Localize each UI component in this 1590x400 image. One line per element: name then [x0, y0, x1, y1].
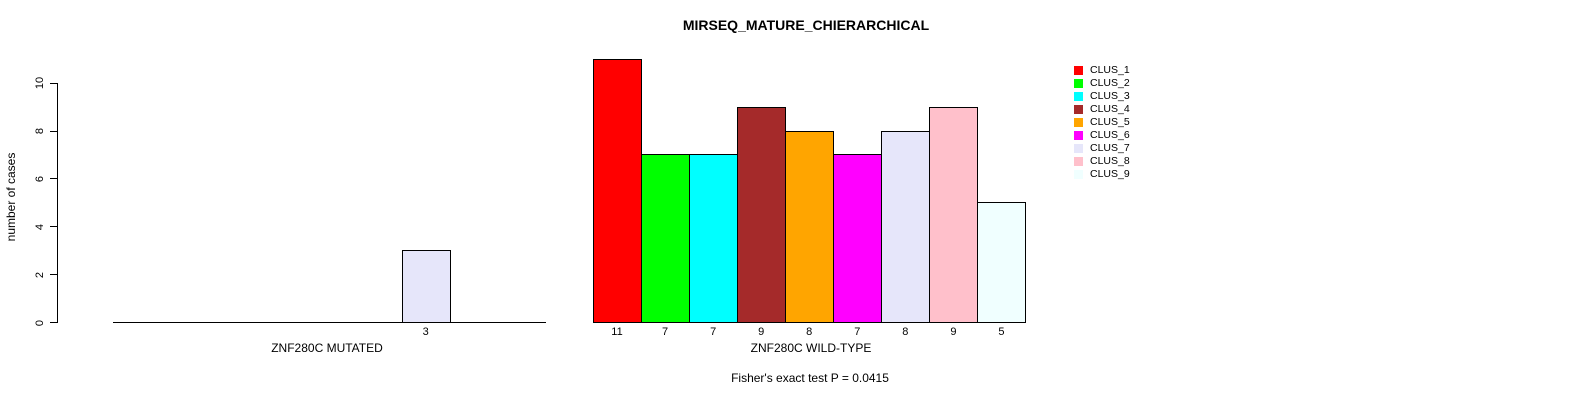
legend-entry-CLUS_6: CLUS_6 — [1074, 129, 1130, 142]
bar-CLUS_1-wildtype — [593, 58, 643, 323]
y-tick-label-6: 6 — [34, 175, 46, 182]
legend-entry-CLUS_3: CLUS_3 — [1074, 90, 1130, 103]
legend-entry-CLUS_7: CLUS_7 — [1074, 142, 1130, 155]
legend-entry-CLUS_9: CLUS_9 — [1074, 168, 1130, 181]
bar-CLUS_3-wildtype — [689, 154, 739, 323]
chart-title: MIRSEQ_MATURE_CHIERARCHICAL — [682, 17, 930, 33]
bar-value-label-CLUS_2-wildtype: 7 — [662, 326, 669, 338]
bar-value-label-CLUS_3-wildtype: 7 — [710, 326, 717, 338]
bar-CLUS_4-wildtype — [737, 106, 787, 323]
bar-CLUS_7-mutated — [401, 250, 451, 323]
y-tick-mark-2 — [50, 274, 57, 276]
x-axis-label-wildtype: ZNF280C WILD-TYPE — [750, 341, 872, 355]
legend-label-CLUS_6: CLUS_6 — [1090, 129, 1130, 142]
legend-label-CLUS_8: CLUS_8 — [1090, 155, 1130, 168]
legend-label-CLUS_5: CLUS_5 — [1090, 116, 1130, 129]
legend-entry-CLUS_2: CLUS_2 — [1074, 77, 1130, 90]
bar-CLUS_2-wildtype — [641, 154, 691, 323]
x-axis-line-mutated — [113, 322, 546, 323]
bar-value-label-CLUS_9-wildtype: 5 — [998, 326, 1005, 338]
legend-entry-CLUS_4: CLUS_4 — [1074, 103, 1130, 116]
fisher-test-annotation: Fisher's exact test P = 0.0415 — [731, 371, 889, 385]
legend-entry-CLUS_1: CLUS_1 — [1074, 64, 1130, 77]
y-tick-label-0: 0 — [34, 319, 46, 326]
bar-value-label-CLUS_5-wildtype: 8 — [806, 326, 813, 338]
legend-swatch-CLUS_1 — [1074, 66, 1083, 75]
y-axis-line — [57, 83, 58, 323]
legend-label-CLUS_2: CLUS_2 — [1090, 77, 1130, 90]
y-tick-mark-4 — [50, 226, 57, 228]
bar-value-label-CLUS_7-wildtype: 8 — [902, 326, 909, 338]
legend-label-CLUS_1: CLUS_1 — [1090, 64, 1130, 76]
legend-swatch-CLUS_9 — [1074, 170, 1083, 180]
legend-label-CLUS_3: CLUS_3 — [1090, 90, 1130, 103]
bar-value-label-CLUS_6-wildtype: 7 — [854, 326, 861, 338]
y-tick-mark-6 — [50, 178, 57, 180]
bar-value-label-CLUS_8-wildtype: 9 — [950, 326, 957, 338]
bar-CLUS_6-wildtype — [833, 154, 883, 323]
bar-CLUS_8-wildtype — [929, 106, 979, 323]
y-tick-mark-0 — [50, 322, 57, 323]
legend-swatch-CLUS_5 — [1074, 118, 1083, 128]
legend-entry-CLUS_5: CLUS_5 — [1074, 116, 1130, 129]
legend-swatch-CLUS_4 — [1074, 105, 1083, 115]
bar-CLUS_5-wildtype — [785, 130, 835, 323]
bar-CLUS_7-wildtype — [881, 130, 931, 323]
bar-value-label-CLUS_1-wildtype: 11 — [611, 326, 623, 338]
bar-CLUS_9-wildtype — [977, 202, 1027, 323]
legend-swatch-CLUS_2 — [1074, 79, 1083, 89]
legend-swatch-CLUS_7 — [1074, 144, 1083, 154]
bar-value-label-CLUS_7-mutated: 3 — [422, 326, 429, 338]
bar-value-label-CLUS_4-wildtype: 9 — [758, 326, 765, 338]
y-tick-mark-8 — [50, 130, 57, 132]
x-axis-label-mutated: ZNF280C MUTATED — [271, 341, 383, 355]
legend-swatch-CLUS_6 — [1074, 131, 1083, 141]
legend-label-CLUS_7: CLUS_7 — [1090, 142, 1130, 155]
legend-swatch-CLUS_3 — [1074, 92, 1083, 102]
y-tick-label-8: 8 — [34, 127, 46, 135]
y-tick-label-2: 2 — [34, 271, 46, 278]
y-tick-label-10: 10 — [34, 77, 46, 90]
legend-label-CLUS_4: CLUS_4 — [1090, 103, 1130, 116]
legend-label-CLUS_9: CLUS_9 — [1090, 168, 1130, 181]
y-tick-label-4: 4 — [34, 223, 46, 230]
y-axis-title: number of cases — [4, 152, 18, 242]
legend-swatch-CLUS_8 — [1074, 157, 1083, 167]
y-tick-mark-10 — [50, 82, 57, 84]
legend-entry-CLUS_8: CLUS_8 — [1074, 155, 1130, 168]
